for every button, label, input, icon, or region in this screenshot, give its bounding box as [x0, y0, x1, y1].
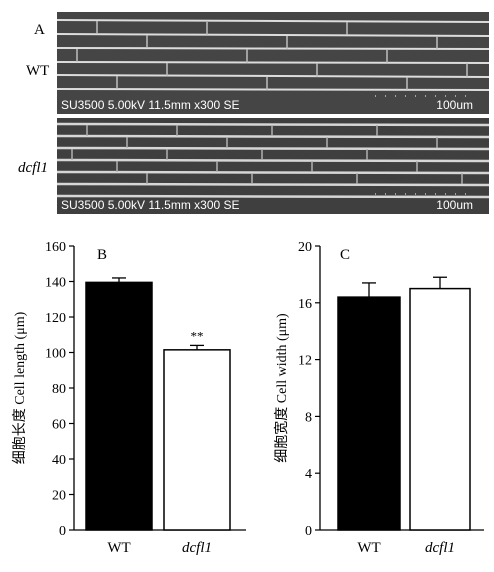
mutant-row-label: dcfl1 — [18, 160, 48, 176]
chart-b-ytick-label: 100 — [45, 347, 66, 362]
chart-b-ytick-label: 0 — [59, 524, 66, 539]
chart-c-y-axis-label: 细胞宽度 Cell width (μm) — [273, 313, 290, 463]
chart-b-ytick-label: 160 — [45, 240, 66, 255]
sem-image-wt: SU3500 5.00kV 11.5mm x300 SE 100um — [57, 12, 489, 114]
panel-a-label: A — [34, 22, 45, 38]
chart-b-ytick-label: 60 — [52, 418, 66, 433]
chart-c-ytick-label: 8 — [305, 410, 312, 425]
chart-b-ytick-label: 80 — [52, 382, 66, 397]
chart-c-xtick-label: WT — [357, 540, 380, 556]
sem-scale-label-wt: 100um — [436, 98, 473, 112]
chart-c-ytick-label: 12 — [298, 354, 312, 369]
chart-b-ytick-label: 20 — [52, 489, 66, 504]
chart-c-ytick-label: 20 — [298, 240, 312, 255]
chart-b-significance-label: ** — [191, 328, 204, 343]
sem-texture-wt — [57, 12, 489, 114]
chart-c-ytick-label: 4 — [305, 467, 312, 482]
sem-info-wt: SU3500 5.00kV 11.5mm x300 SE — [61, 98, 240, 112]
chart-b-ytick-label: 40 — [52, 453, 66, 468]
sem-info-mutant: SU3500 5.00kV 11.5mm x300 SE — [61, 198, 240, 212]
sem-image-mutant: SU3500 5.00kV 11.5mm x300 SE 100um — [57, 118, 489, 214]
chart-b-bar-WT — [85, 281, 153, 531]
sem-texture-mutant — [57, 118, 489, 214]
chart-c-ytick-label: 0 — [305, 524, 312, 539]
chart-c-bar-dcfl1 — [409, 287, 471, 531]
chart-b-ytick-label: 120 — [45, 311, 66, 326]
chart-c-bar-WT — [337, 296, 401, 531]
chart-b-xtick-label: dcfl1 — [182, 540, 212, 556]
chart-b-xtick-label: WT — [107, 540, 130, 556]
chart-b-bar-dcfl1 — [163, 349, 231, 531]
wt-row-label: WT — [26, 63, 50, 79]
chart-c-ytick-label: 16 — [298, 297, 312, 312]
chart-b-y-axis-label: 细胞长度 Cell length (μm) — [12, 311, 28, 464]
chart-b-ytick-label: 140 — [45, 276, 66, 291]
chart-b-panel-label: B — [97, 247, 107, 263]
chart-c-panel-label: C — [340, 247, 350, 263]
chart-c-xtick-label: dcfl1 — [425, 540, 455, 556]
sem-scale-label-mutant: 100um — [436, 198, 473, 212]
